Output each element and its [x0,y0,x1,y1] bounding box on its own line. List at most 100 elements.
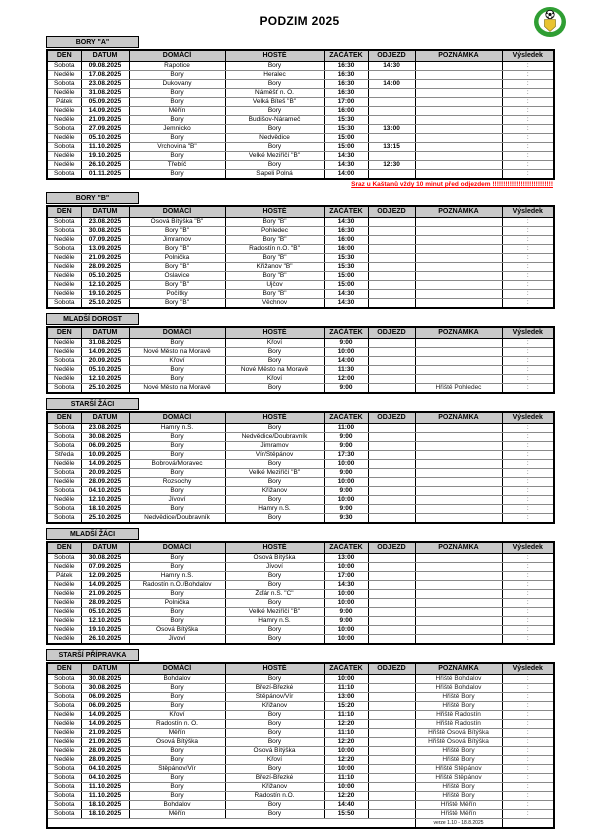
cell-hoste: Osová Bítýška [224,746,325,756]
cell-hoste: Křižanov [224,701,325,711]
cell-vysledek: : [501,88,555,98]
cell-poznamka: Hřiště Bory [414,755,503,765]
cell-domaci: Měřín [128,728,226,738]
cell-datum: 21.09.2025 [80,589,130,599]
cell-zacatek: 10:00 [323,495,369,505]
cell-den: Sobota [46,142,82,152]
cell-domaci: Bobrová/Moravec [128,459,226,469]
cell-den: Neděle [46,737,82,747]
cell-poznamka [414,106,503,116]
cell-zacatek: 9:00 [323,607,369,617]
cell-odjezd [367,432,416,442]
cell-vysledek: : [501,133,555,143]
cell-den: Neděle [46,710,82,720]
cell-zacatek: 10:00 [323,562,369,572]
column-header: DEN [46,541,82,554]
cell-hoste: Bory [224,142,325,152]
cell-hoste: Velké Meziříčí "B" [224,468,325,478]
cell-poznamka: Hřiště Bohdalov [414,683,503,693]
match-row: Neděle 07.09.2025 Bory Jívoví 10:00: [46,562,555,572]
cell-domaci: Měřín [128,106,226,116]
cell-hoste: Bory "B" [224,253,325,263]
cell-poznamka [414,616,503,626]
cell-poznamka: Hřiště Osová Bítýška [414,737,503,747]
cell-den: Sobota [46,513,82,524]
cell-hoste: Bory "B" [224,289,325,299]
cell-datum: 23.08.2025 [80,217,130,227]
cell-vysledek: : [501,97,555,107]
cell-zacatek: 11:00 [323,423,369,433]
cell-hoste: Bory [224,106,325,116]
cell-zacatek: 10:00 [323,459,369,469]
cell-zacatek: 14:30 [323,151,369,161]
column-header: HOSTÉ [224,411,325,424]
match-row: Sobota 06.09.2025 Bory Křižanov 15:20 Hřiště … [46,701,555,711]
cell-domaci: Bory [128,746,226,756]
cell-den: Sobota [46,764,82,774]
cell-zacatek: 10:00 [323,589,369,599]
cell-datum: 14.09.2025 [80,580,130,590]
cell-datum: 19.10.2025 [80,625,130,635]
cell-datum: 28.09.2025 [80,262,130,272]
cell-vysledek: : [501,513,555,524]
cell-hoste: Bory [224,459,325,469]
cell-vysledek: : [501,106,555,116]
cell-zacatek: 16:00 [323,106,369,116]
cell-odjezd [367,571,416,581]
cell-den: Sobota [46,553,82,563]
cell-domaci: Štěpánov/Vír [128,764,226,774]
cell-datum: 04.10.2025 [80,773,130,783]
cell-domaci: Bory [128,88,226,98]
cell-datum: 01.11.2025 [80,169,130,180]
cell-datum: 06.09.2025 [80,441,130,451]
cell-domaci: Polnička [128,253,226,263]
header-row: DEN DATUM DOMÁCÍ HOSTÉ ZAČÁTEK ODJEZD POZNÁMKA… [46,411,555,424]
cell-hoste: Bory [224,598,325,608]
cell-domaci: Bory [128,683,226,693]
cell-zacatek: 17:00 [323,97,369,107]
cell-vysledek: : [501,441,555,451]
match-row: Pátek 12.09.2025 Hamry n.S. Bory 17:00: [46,571,555,581]
cell-den: Sobota [46,486,82,496]
column-header: DOMÁCÍ [128,662,226,675]
cell-domaci: Bory [128,468,226,478]
cell-domaci: Osová Bítýška "B" [128,217,226,227]
match-row: Sobota 30.08.2025 Bory "B" Pohledec 16:30: [46,226,555,236]
match-row: Sobota 11.10.2025 Vrchovina "B" Bory 15:00 13… [46,142,555,152]
cell-datum: 25.10.2025 [80,298,130,309]
cell-datum: 10.09.2025 [80,450,130,460]
cell-domaci: Třebíč [128,160,226,170]
match-row: Neděle 21.09.2025 Bory Budišov-Nárameč 15:30… [46,115,555,125]
cell-den: Neděle [46,374,82,384]
match-row: Sobota 20.09.2025 Křoví Bory 14:00: [46,356,555,366]
schedule-table-starsi-pripravka: DEN DATUM DOMÁCÍ HOSTÉ ZAČÁTEK ODJEZD POZNÁMKA… [46,662,555,829]
match-row: Neděle 12.10.2025 Bory "B" Ujčov 15:00: [46,280,555,290]
cell-datum: 11.10.2025 [80,142,130,152]
cell-odjezd [367,374,416,384]
cell-domaci: Bory [128,755,226,765]
match-row: Neděle 05.10.2025 Oslavice Bory "B" 15:00: [46,271,555,281]
cell-poznamka: Hřiště Bory [414,746,503,756]
cell-domaci: Hamry n.S. [128,423,226,433]
cell-odjezd: 14:30 [367,61,416,71]
cell-vysledek: : [501,504,555,514]
cell-hoste: Křižanov [224,486,325,496]
cell-domaci: Bory "B" [128,226,226,236]
cell-poznamka [414,441,503,451]
cell-odjezd [367,383,416,394]
column-header: DOMÁCÍ [128,541,226,554]
cell-vysledek: : [501,347,555,357]
cell-poznamka [414,142,503,152]
column-header: DOMÁCÍ [128,326,226,339]
cell-datum: 18.10.2025 [80,809,130,819]
cell-odjezd [367,88,416,98]
cell-zacatek: 16:00 [323,244,369,254]
cell-poznamka [414,235,503,245]
cell-zacatek: 15:20 [323,701,369,711]
cell-domaci: Nové Město na Moravě [128,347,226,357]
column-header: ZAČÁTEK [323,541,369,554]
cell-empty [46,818,416,829]
cell-domaci: Počítky [128,289,226,299]
cell-zacatek: 15:00 [323,280,369,290]
cell-domaci: Bory "B" [128,280,226,290]
